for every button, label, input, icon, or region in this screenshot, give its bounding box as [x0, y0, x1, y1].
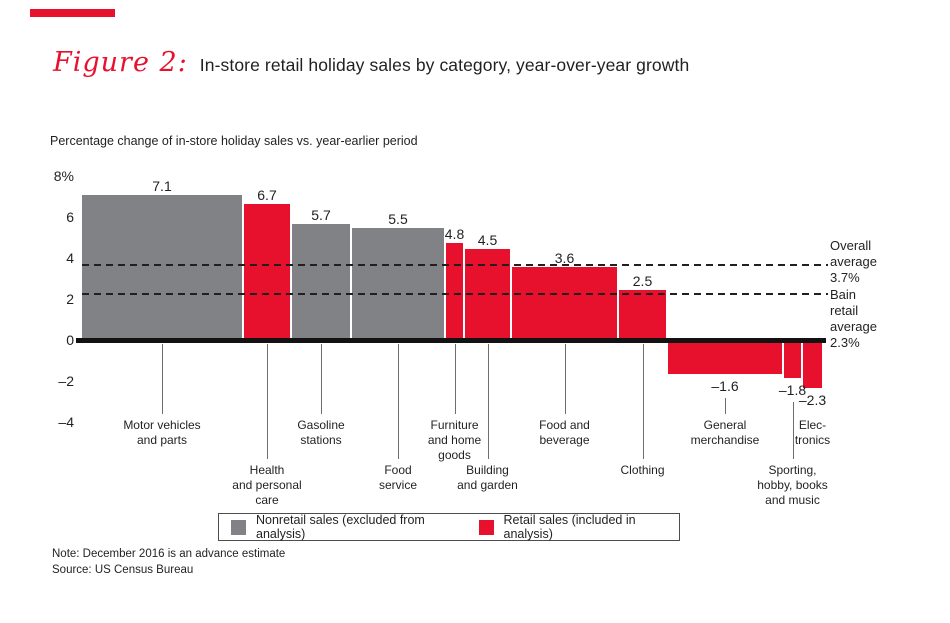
leader-line [643, 344, 644, 459]
category-label: Food service [378, 463, 417, 492]
bar-value-label: –1.8 [778, 381, 807, 398]
chart-subtitle: Percentage change of in-store holiday sa… [50, 134, 418, 148]
bar [292, 224, 350, 341]
bar-value-label: –1.6 [711, 377, 739, 394]
bar [668, 341, 782, 374]
leader-line [398, 344, 399, 459]
bar [512, 267, 617, 341]
figure-title-row: Figure 2: In-store retail holiday sales … [53, 46, 689, 80]
category-label: General merchandise [690, 418, 760, 447]
bar [803, 341, 822, 389]
annotation-line: Bain [830, 286, 857, 302]
bar [244, 203, 290, 341]
leader-line [455, 344, 456, 414]
zero-baseline [76, 338, 826, 343]
y-axis-label: 4 [66, 250, 74, 266]
legend-swatch-nonretail [231, 519, 246, 535]
leader-line [162, 344, 163, 414]
leader-line [793, 401, 794, 459]
category-label: Food and beverage [539, 418, 590, 447]
leader-line [488, 344, 489, 459]
annotation-line: average [830, 254, 877, 270]
bar-value-label: 6.7 [257, 186, 277, 203]
reference-line [82, 264, 828, 267]
leader-line [321, 344, 322, 414]
legend-label-nonretail: Nonretail sales (excluded from analysis) [256, 513, 425, 541]
bar-value-label: 5.5 [388, 211, 408, 228]
bar [619, 289, 666, 341]
leader-line [267, 344, 268, 459]
bar [82, 195, 242, 341]
category-label: Clothing [620, 463, 665, 477]
category-label: Health and personal care [232, 463, 302, 507]
category-label: Building and garden [457, 463, 518, 492]
annotation-line: average [830, 319, 877, 335]
annotation-line: Overall [830, 238, 872, 253]
figure-title: In-store retail holiday sales by categor… [199, 55, 690, 75]
category-label: Furniture and home goods [427, 418, 482, 462]
average-annotation: Overall average 3.7% Bain retail average 2.3% [830, 238, 877, 351]
annotation-line: retail [830, 302, 859, 318]
y-axis-label: 0 [66, 332, 74, 348]
reference-line [82, 292, 828, 295]
legend-item-retail: Retail sales (included in analysis) [478, 513, 667, 541]
bar [446, 242, 463, 341]
bar-value-label: 2.5 [632, 272, 653, 289]
y-axis-label: 6 [66, 209, 74, 225]
bar-value-label: 4.8 [444, 225, 465, 242]
bar [465, 248, 510, 341]
bar-value-label: 3.6 [554, 250, 575, 267]
category-label: Motor vehicles and parts [123, 418, 201, 447]
annotation-line: 3.7% [830, 270, 860, 286]
category-label: Gasoline stations [297, 418, 345, 447]
bar-value-label: –2.3 [798, 392, 827, 409]
annotation-line: 2.3% [830, 335, 860, 351]
bar-value-label: 7.1 [152, 178, 172, 195]
legend-item-nonretail: Nonretail sales (excluded from analysis) [231, 513, 453, 541]
footnotes: Note: December 2016 is an advance estima… [52, 547, 285, 578]
leader-line [725, 397, 726, 414]
y-axis-label: 2 [66, 291, 74, 307]
y-axis-label: 8% [53, 168, 74, 184]
y-axis-label: –4 [58, 414, 74, 430]
source-text: Source: US Census Bureau [52, 563, 194, 576]
accent-bar [30, 9, 115, 17]
category-label: Elec- tronics [794, 418, 831, 447]
bar-value-label: 4.5 [477, 231, 498, 248]
legend: Nonretail sales (excluded from analysis)… [218, 513, 680, 541]
bar [784, 341, 801, 378]
legend-label-retail: Retail sales (included in analysis) [503, 513, 636, 541]
y-axis-label: –2 [58, 373, 74, 389]
bar [352, 228, 444, 341]
category-label: Sporting, hobby, books and music [757, 463, 828, 507]
bar-value-label: 5.7 [311, 207, 331, 224]
legend-swatch-retail [478, 519, 494, 535]
note-text: Note: December 2016 is an advance estima… [52, 548, 286, 560]
leader-line [565, 344, 566, 414]
figure-label: Figure 2: [53, 47, 188, 78]
